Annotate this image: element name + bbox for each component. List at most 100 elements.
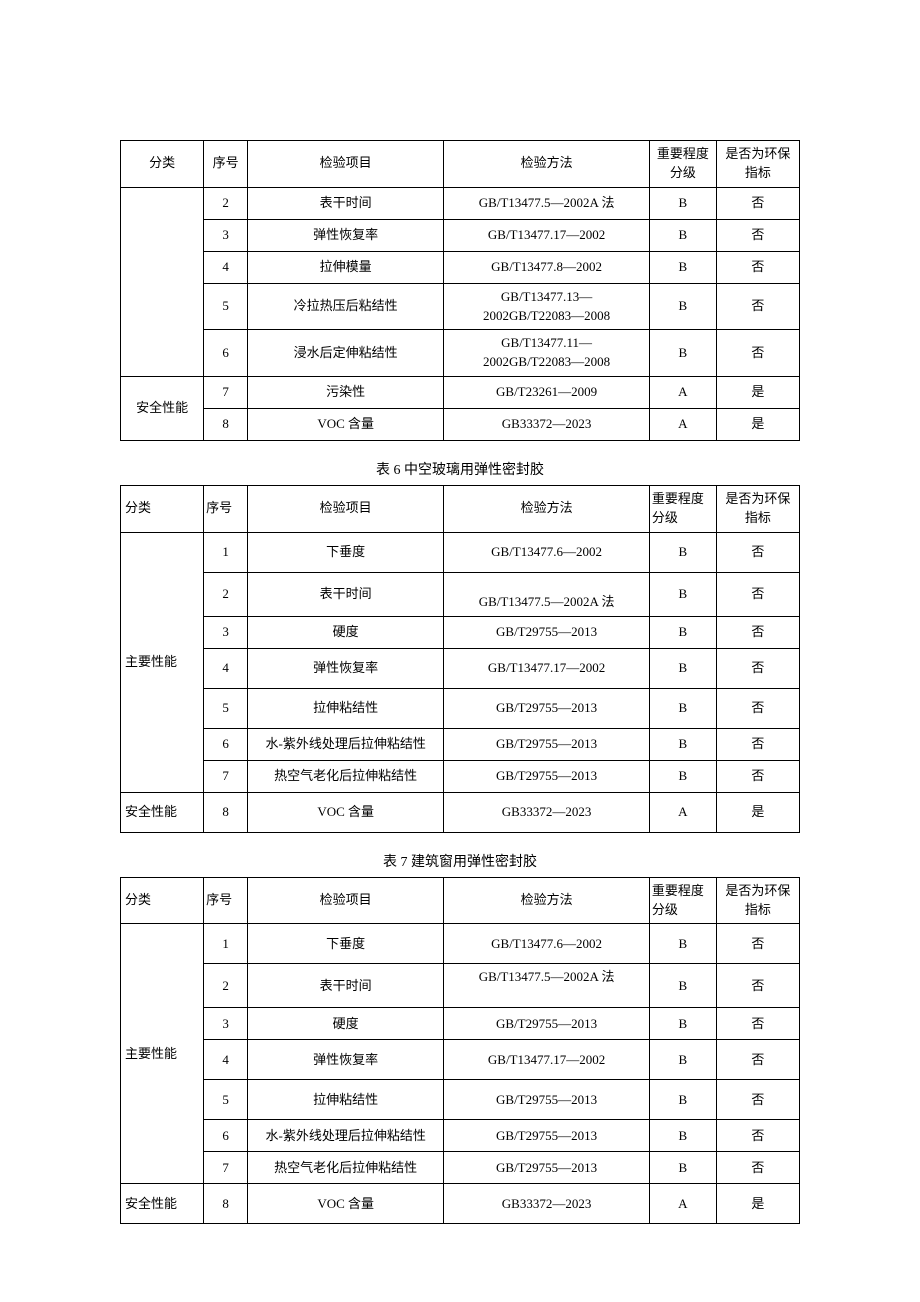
cell-item: VOC 含量: [248, 1184, 444, 1224]
cell-item: 拉伸粘结性: [248, 1080, 444, 1120]
cell-seq: 2: [204, 187, 248, 219]
table-row: 3 弹性恢复率 GB/T13477.17—2002 B 否: [121, 219, 800, 251]
th-meth: 检验方法: [444, 486, 650, 533]
cell-env: 否: [716, 219, 799, 251]
table-row: 5 冷拉热压后粘结性 GB/T13477.13— 2002GB/T22083—2…: [121, 283, 800, 330]
cell-meth: GB33372—2023: [444, 792, 650, 832]
table-row: 2 表干时间 GB/T13477.5—2002A 法 B 否: [121, 187, 800, 219]
cell-lvl: B: [649, 1152, 716, 1184]
table-row: 6 浸水后定伸粘结性 GB/T13477.11— 2002GB/T22083—2…: [121, 330, 800, 377]
cell-env: 否: [716, 1040, 799, 1080]
cell-item: 表干时间: [248, 187, 444, 219]
cell-lvl: A: [649, 792, 716, 832]
cell-lvl: B: [649, 330, 716, 377]
cell-seq: 6: [204, 330, 248, 377]
cell-env: 否: [716, 760, 799, 792]
cell-seq: 5: [204, 1080, 248, 1120]
cell-meth: GB/T13477.5—2002A 法: [444, 964, 650, 1008]
table-row: 4 弹性恢复率 GB/T13477.17—2002 B 否: [121, 1040, 800, 1080]
cell-seq: 4: [204, 1040, 248, 1080]
cell-seq: 3: [204, 1008, 248, 1040]
cell-env: 否: [716, 1080, 799, 1120]
cell-cat-safe: 安全性能: [121, 377, 204, 441]
th-meth: 检验方法: [444, 141, 650, 188]
cell-item: 弹性恢复率: [248, 648, 444, 688]
cell-item: 浸水后定伸粘结性: [248, 330, 444, 377]
cell-env: 否: [716, 187, 799, 219]
cell-meth: GB/T29755—2013: [444, 1120, 650, 1152]
cell-meth: GB/T29755—2013: [444, 1008, 650, 1040]
cell-meth: GB33372—2023: [444, 409, 650, 441]
cell-lvl: B: [649, 728, 716, 760]
cell-env: 否: [716, 1008, 799, 1040]
cell-env: 是: [716, 792, 799, 832]
table-row: 安全性能 8 VOC 含量 GB33372—2023 A 是: [121, 1184, 800, 1224]
table-row: 主要性能 1 下垂度 GB/T13477.6—2002 B 否: [121, 532, 800, 572]
cell-lvl: B: [649, 648, 716, 688]
cell-env: 否: [716, 251, 799, 283]
cell-item: 弹性恢复率: [248, 1040, 444, 1080]
table-row: 7 热空气老化后拉伸粘结性 GB/T29755—2013 B 否: [121, 1152, 800, 1184]
th-seq: 序号: [204, 877, 248, 924]
cell-env: 否: [716, 924, 799, 964]
th-cat: 分类: [121, 141, 204, 188]
cell-seq: 1: [204, 924, 248, 964]
cell-env: 否: [716, 1120, 799, 1152]
cell-lvl: A: [649, 1184, 716, 1224]
table-row: 4 弹性恢复率 GB/T13477.17—2002 B 否: [121, 648, 800, 688]
cell-seq: 7: [204, 1152, 248, 1184]
cell-item: 冷拉热压后粘结性: [248, 283, 444, 330]
cell-item: VOC 含量: [248, 409, 444, 441]
cell-seq: 7: [204, 760, 248, 792]
cell-item: 拉伸粘结性: [248, 688, 444, 728]
table-row: 3 硬度 GB/T29755—2013 B 否: [121, 1008, 800, 1040]
cell-seq: 6: [204, 728, 248, 760]
cell-seq: 3: [204, 219, 248, 251]
cell-env: 否: [716, 532, 799, 572]
cell-env: 否: [716, 728, 799, 760]
cell-seq: 6: [204, 1120, 248, 1152]
cell-lvl: B: [649, 219, 716, 251]
th-lvl: 重要程度 分级: [649, 877, 716, 924]
cell-seq: 3: [204, 616, 248, 648]
cell-lvl: B: [649, 251, 716, 283]
cell-meth: GB33372—2023: [444, 1184, 650, 1224]
cell-meth: GB/T29755—2013: [444, 728, 650, 760]
cell-env: 是: [716, 409, 799, 441]
cell-seq: 5: [204, 688, 248, 728]
cell-item: 硬度: [248, 1008, 444, 1040]
cell-lvl: B: [649, 1080, 716, 1120]
table-row: 2 表干时间 GB/T13477.5—2002A 法 B 否: [121, 964, 800, 1008]
cell-cat-blank: [121, 187, 204, 376]
cell-lvl: B: [649, 688, 716, 728]
cell-env: 否: [716, 688, 799, 728]
cell-env: 否: [716, 1152, 799, 1184]
cell-cat-safe: 安全性能: [121, 792, 204, 832]
th-lvl: 重要程度 分级: [649, 486, 716, 533]
cell-meth: GB/T29755—2013: [444, 1080, 650, 1120]
cell-env: 是: [716, 377, 799, 409]
table-row: 6 水-紫外线处理后拉伸粘结性 GB/T29755—2013 B 否: [121, 728, 800, 760]
cell-meth: GB/T13477.8—2002: [444, 251, 650, 283]
table-row: 3 硬度 GB/T29755—2013 B 否: [121, 616, 800, 648]
th-env: 是否为环保 指标: [716, 486, 799, 533]
cell-meth: GB/T29755—2013: [444, 688, 650, 728]
th-item: 检验项目: [248, 486, 444, 533]
cell-meth: GB/T29755—2013: [444, 760, 650, 792]
cell-item: 热空气老化后拉伸粘结性: [248, 1152, 444, 1184]
cell-lvl: B: [649, 1120, 716, 1152]
cell-seq: 1: [204, 532, 248, 572]
cell-lvl: B: [649, 616, 716, 648]
cell-seq: 8: [204, 1184, 248, 1224]
cell-item: 弹性恢复率: [248, 219, 444, 251]
cell-cat-main: 主要性能: [121, 532, 204, 792]
cell-lvl: B: [649, 532, 716, 572]
cell-item: 水-紫外线处理后拉伸粘结性: [248, 728, 444, 760]
cell-item: 下垂度: [248, 924, 444, 964]
table-1: 分类 序号 检验项目 检验方法 重要程度 分级 是否为环保 指标 2 表干时间 …: [120, 140, 800, 441]
cell-env: 否: [716, 572, 799, 616]
cell-item: 硬度: [248, 616, 444, 648]
cell-seq: 5: [204, 283, 248, 330]
table-row: 安全性能 8 VOC 含量 GB33372—2023 A 是: [121, 792, 800, 832]
table-row: 安全性能 7 污染性 GB/T23261—2009 A 是: [121, 377, 800, 409]
